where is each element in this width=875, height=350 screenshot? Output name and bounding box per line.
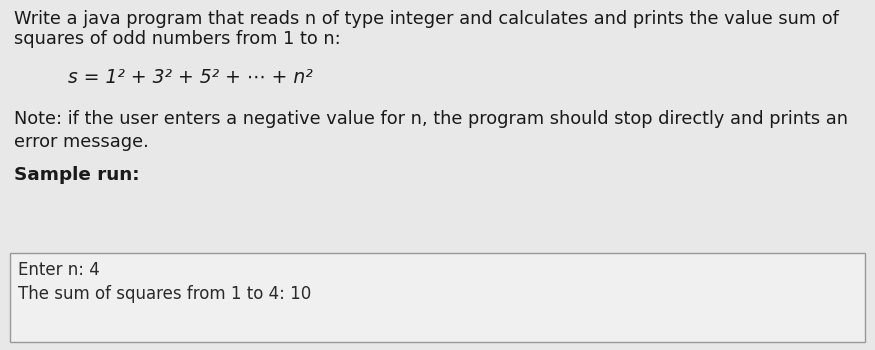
Text: The sum of squares from 1 to 4: 10: The sum of squares from 1 to 4: 10 xyxy=(18,285,311,303)
Text: Sample run:: Sample run: xyxy=(14,166,139,184)
Text: Note: if the user enters a negative value for n, the program should stop directl: Note: if the user enters a negative valu… xyxy=(14,110,848,128)
Text: Write a java program that reads n of type integer and calculates and prints the : Write a java program that reads n of typ… xyxy=(14,10,839,28)
FancyBboxPatch shape xyxy=(10,253,865,342)
Text: s = 1² + 3² + 5² + ⋯ + n²: s = 1² + 3² + 5² + ⋯ + n² xyxy=(44,68,312,87)
Text: Enter n: 4: Enter n: 4 xyxy=(18,261,100,279)
Text: error message.: error message. xyxy=(14,133,149,151)
Text: squares of odd numbers from 1 to n:: squares of odd numbers from 1 to n: xyxy=(14,30,340,48)
